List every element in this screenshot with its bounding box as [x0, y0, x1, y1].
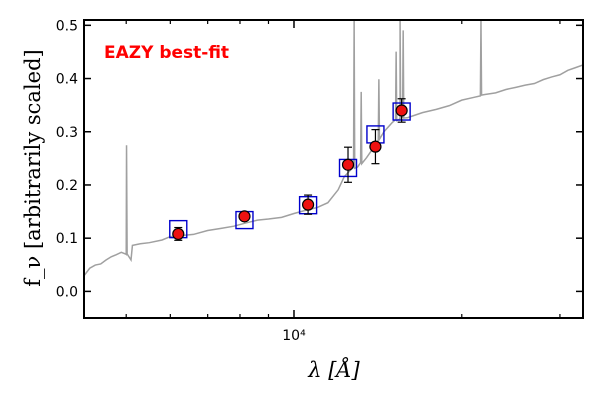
x-tick-label-0: 10⁴: [282, 328, 306, 344]
axes-layer: 0.0 0.1 0.2 0.3 0.4 0.5 10⁴: [56, 18, 584, 344]
y-axis-label: f_ν [arbitrarily scaled]: [21, 49, 45, 286]
y-tick-label-4: 0.4: [56, 72, 78, 88]
observed-point-0: [172, 227, 185, 241]
plot-layer: [84, 20, 583, 277]
sed-curve: [84, 20, 583, 277]
observed-point-4: [369, 140, 382, 153]
y-tick-label-3: 0.3: [56, 125, 78, 141]
y-tick-label-0: 0.0: [56, 284, 78, 300]
y-tick-label-2: 0.2: [56, 178, 78, 194]
chart-annotation: EAZY best-fit: [104, 43, 229, 63]
x-axis-label: λ [Å]: [307, 357, 360, 382]
observed-point-5: [395, 104, 408, 117]
observed-point-1: [238, 210, 251, 223]
plot-frame: [83, 19, 584, 319]
observed-point-3: [341, 158, 355, 171]
y-tick-label-5: 0.5: [56, 18, 78, 34]
observed-point-2: [301, 198, 315, 211]
plot-area: [84, 20, 583, 277]
y-tick-label-1: 0.1: [56, 231, 78, 247]
